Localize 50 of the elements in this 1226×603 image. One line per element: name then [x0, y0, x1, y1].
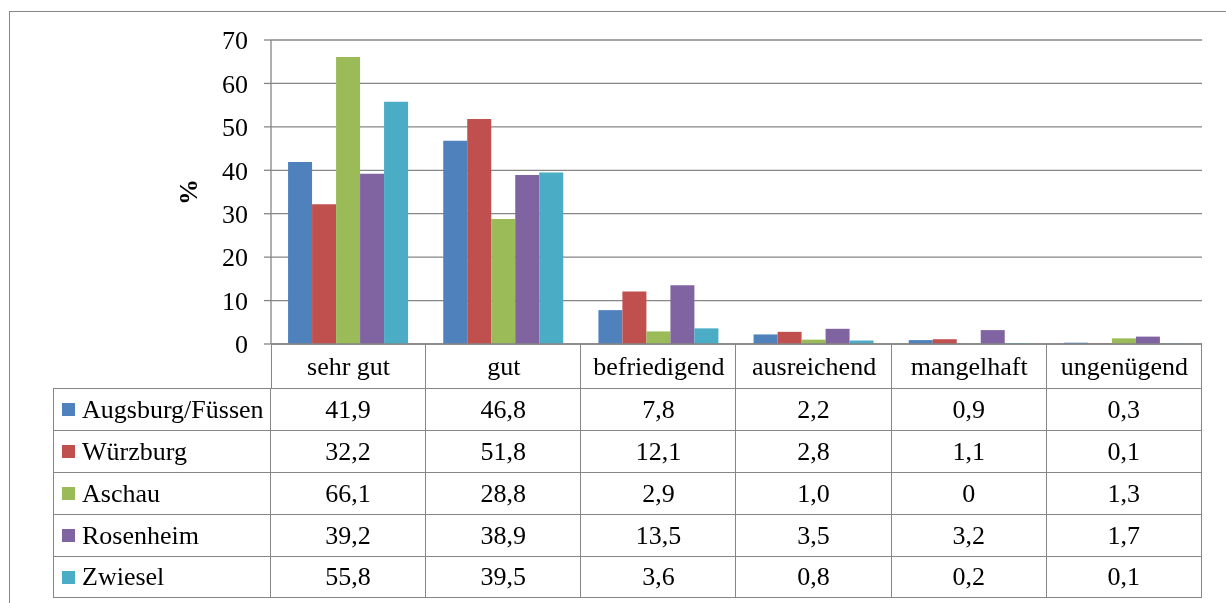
data-label: 46,8	[426, 389, 582, 430]
y-tick-label: 60	[222, 69, 248, 99]
data-label: 3,5	[736, 515, 892, 556]
y-tick-label: 20	[222, 243, 248, 273]
x-tick-label: ungenügend	[1060, 351, 1188, 381]
data-label: 0,8	[736, 557, 892, 597]
y-tick-label: 10	[222, 286, 248, 316]
data-label: 51,8	[426, 431, 582, 472]
data-label: 13,5	[581, 515, 737, 556]
data-label: 2,8	[736, 431, 892, 472]
data-label: 39,5	[426, 557, 582, 597]
x-tick-label: gut	[487, 351, 522, 381]
data-label: 39,2	[271, 515, 427, 556]
y-axis-title: %	[174, 179, 203, 205]
data-label: 3,2	[891, 515, 1047, 556]
y-tick-label: 50	[222, 113, 248, 143]
x-tick-label: sehr gut	[307, 351, 391, 381]
legend-label: Aschau	[82, 478, 160, 509]
data-label: 41,9	[271, 389, 427, 430]
data-label: 12,1	[581, 431, 737, 472]
data-label: 38,9	[426, 515, 582, 556]
data-label: 1,0	[736, 473, 892, 514]
x-tick-label: befriedigend	[593, 351, 725, 381]
data-label: 0,2	[891, 557, 1047, 597]
data-label: 7,8	[581, 389, 737, 430]
data-label: 0,1	[1046, 557, 1202, 597]
data-label: 32,2	[271, 431, 427, 472]
data-label: 2,9	[581, 473, 737, 514]
legend-label: Augsburg/Füssen	[82, 394, 264, 425]
data-label: 1,1	[891, 431, 1047, 472]
data-label: 0	[891, 473, 1047, 514]
y-tick-label: 40	[222, 156, 248, 186]
data-label: 2,2	[736, 389, 892, 430]
data-label: 1,7	[1046, 515, 1202, 556]
x-tick-label: ausreichend	[752, 351, 877, 381]
x-tick-label: mangelhaft	[910, 351, 1029, 381]
data-label: 66,1	[271, 473, 427, 514]
data-label: 1,3	[1046, 473, 1202, 514]
legend-label: Rosenheim	[82, 520, 199, 551]
data-label: 0,1	[1046, 431, 1202, 472]
data-label: 3,6	[581, 557, 737, 597]
data-label: 28,8	[426, 473, 582, 514]
y-tick-label: 70	[222, 26, 248, 56]
legend-label: Zwiesel	[82, 562, 165, 592]
data-label: 55,8	[271, 557, 427, 597]
y-tick-label: 0	[235, 330, 248, 360]
legend-label: Würzburg	[82, 436, 187, 467]
y-tick-label: 30	[222, 199, 248, 229]
data-label: 0,9	[891, 389, 1047, 430]
data-label: 0,3	[1046, 389, 1202, 430]
